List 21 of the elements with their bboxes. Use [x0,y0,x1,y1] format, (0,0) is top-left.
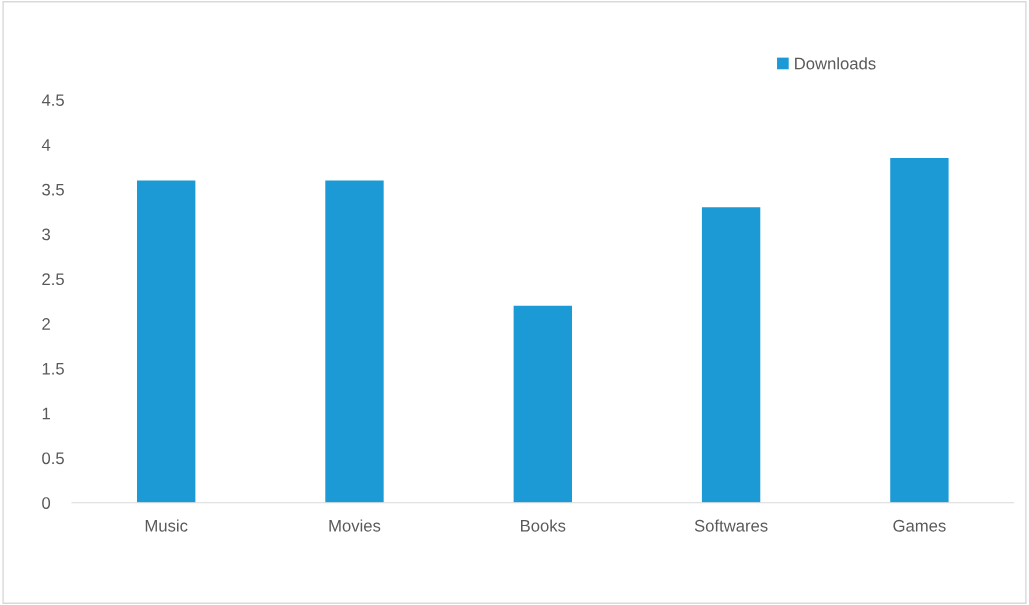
x-tick-label: Books [521,519,566,532]
x-tick-label: Softwares [694,519,768,532]
bar [513,305,572,503]
y-tick-label: 4.5 [41,94,64,107]
y-tick-label: 0.5 [42,452,64,465]
y-tick-label: 3.5 [42,183,64,196]
bar [890,158,949,503]
y-tick-label: 4 [41,139,51,151]
bar [701,207,761,503]
x-tick-label: Music [145,519,188,532]
legend-label: Downloads [795,57,876,70]
x-tick-label: Movies [329,519,381,532]
y-tick-label: 2 [42,318,50,330]
bar [137,180,196,503]
y-tick-label: 2.5 [42,273,64,286]
bar [325,180,384,503]
x-tick-label: Games [893,519,946,532]
y-tick-label: 0 [42,497,51,509]
y-tick-label: 1.5 [42,363,64,375]
y-tick-label: 1 [42,407,50,420]
y-tick-label: 3 [42,228,51,241]
